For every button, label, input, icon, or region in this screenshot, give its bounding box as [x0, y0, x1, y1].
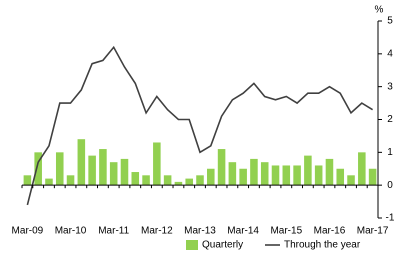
bar	[55, 152, 64, 186]
bar	[142, 175, 150, 186]
bar	[293, 165, 301, 186]
y-tick-label: 3	[387, 81, 393, 92]
bar	[304, 155, 312, 186]
legend-swatch	[186, 240, 198, 250]
bar	[260, 162, 269, 186]
x-tick-label: Mar-11	[98, 226, 129, 237]
bar	[34, 152, 42, 186]
bar	[109, 162, 118, 186]
bar	[228, 162, 237, 186]
bar	[88, 155, 96, 186]
x-tick-label: Mar-14	[227, 226, 259, 237]
y-tick-label: 1	[387, 147, 393, 158]
x-tick-label: Mar-17	[357, 226, 389, 237]
bar	[99, 149, 107, 186]
y-tick-label: 2	[387, 114, 393, 125]
bar	[217, 149, 226, 186]
bar	[185, 178, 193, 186]
bar	[368, 168, 377, 186]
bar	[120, 158, 129, 186]
bar	[271, 165, 280, 186]
x-tick-label: Mar-12	[141, 226, 173, 237]
bar	[239, 168, 247, 186]
bar	[77, 139, 86, 186]
line	[26, 45, 374, 206]
y-tick-label: 0	[387, 180, 393, 191]
x-tick-label: Mar-09	[12, 226, 44, 237]
x-tick-label: Mar-10	[55, 226, 87, 237]
bar	[66, 175, 75, 186]
bar	[131, 172, 140, 186]
y-tick-label: 5	[387, 16, 393, 27]
bar	[196, 175, 204, 186]
legend-label: Quarterly	[202, 240, 243, 251]
bar	[314, 165, 323, 186]
bar	[163, 175, 172, 186]
bar	[153, 142, 161, 186]
bar	[325, 158, 334, 186]
bar	[45, 178, 53, 186]
x-tick-label: Mar-13	[184, 226, 216, 237]
bar	[250, 158, 258, 186]
bar	[347, 175, 355, 186]
y-tick-label: -1	[386, 213, 395, 224]
bar	[207, 168, 215, 186]
x-tick-label: Mar-15	[270, 226, 302, 237]
unit-label: %	[375, 5, 384, 16]
bar	[358, 152, 366, 186]
bar	[174, 181, 183, 186]
bar	[23, 175, 32, 186]
bar	[336, 168, 345, 186]
y-tick-label: 4	[387, 48, 393, 59]
legend-label: Through the year	[284, 240, 361, 251]
x-tick-label: Mar-16	[314, 226, 346, 237]
bar	[282, 165, 291, 186]
